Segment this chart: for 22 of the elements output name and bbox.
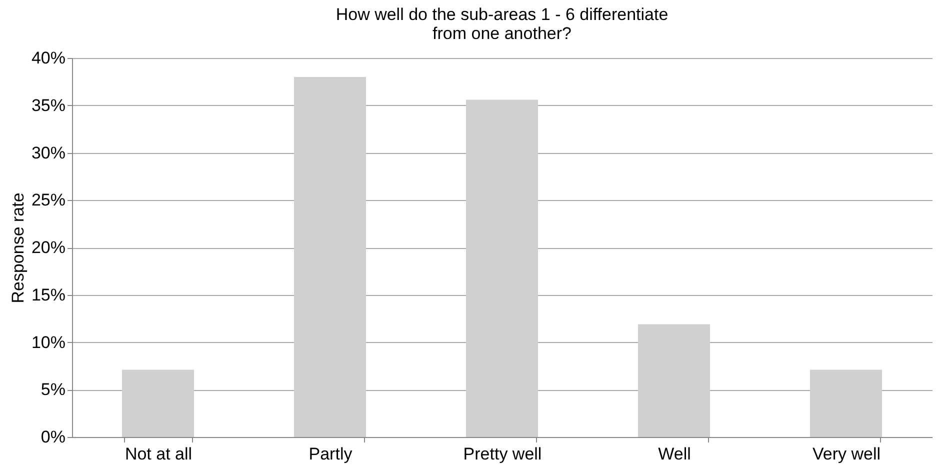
y-tick-label: 35% [31, 96, 66, 115]
x-tick-label: Partly [308, 444, 353, 464]
x-tick-label: Pretty well [463, 444, 542, 464]
bar [810, 370, 882, 437]
y-axis-title: Response rate [8, 192, 28, 304]
bar [638, 324, 710, 437]
y-tick-label: 20% [31, 238, 66, 257]
x-tick-label: Very well [812, 444, 881, 464]
y-tick-label: 5% [40, 380, 66, 400]
y-tick-label: 0% [40, 428, 66, 446]
bar [122, 370, 194, 437]
bar [294, 76, 366, 437]
y-tick-label: 30% [31, 143, 66, 162]
text: How well do the sub-areas 1 - 6 differentiate [336, 5, 668, 24]
y-tick-label: 40% [31, 48, 66, 68]
text: from one another? [432, 24, 572, 43]
y-tick-label: 25% [31, 190, 66, 210]
y-tick-label: 10% [31, 332, 66, 352]
x-tick-label: Not at all [124, 444, 192, 464]
bar [466, 100, 538, 437]
y-tick-label: 15% [31, 285, 66, 304]
x-tick-label: Well [658, 444, 691, 464]
